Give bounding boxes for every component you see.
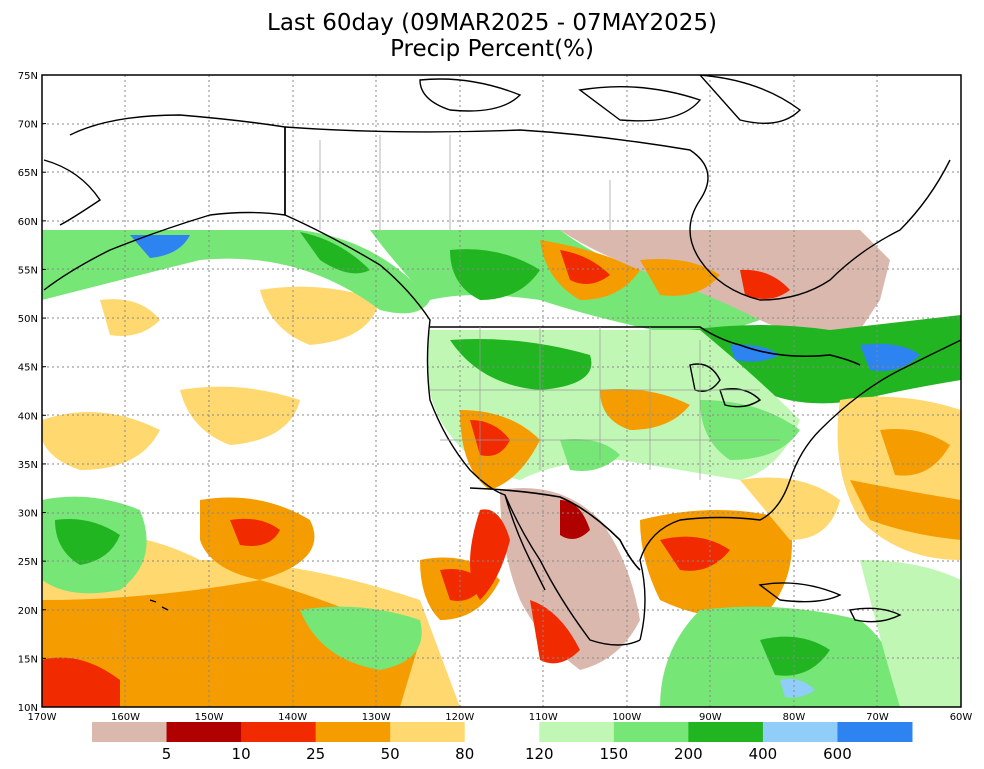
- country-borders: [284, 127, 861, 571]
- lon-label: 80W: [783, 712, 806, 723]
- colorbar-swatch: [762, 722, 838, 742]
- lat-label: 50N: [18, 314, 38, 325]
- lat-label: 30N: [18, 509, 38, 520]
- state-borders: [319, 135, 780, 480]
- colorbar-swatch: [539, 722, 615, 742]
- map-frame: [41, 74, 962, 708]
- lon-label: 160W: [111, 712, 140, 723]
- colorbar-swatch: [92, 722, 168, 742]
- lon-label: 90W: [699, 712, 722, 723]
- lon-label: 150W: [195, 712, 224, 723]
- colorbar-label: 600: [823, 745, 852, 763]
- colorbar-label: 80: [455, 745, 474, 763]
- lat-label: 55N: [18, 265, 38, 276]
- colorbar-swatch: [166, 722, 242, 742]
- lat-label: 20N: [18, 606, 38, 617]
- map-subtitle: Precip Percent(%): [390, 36, 594, 62]
- colorbar-label: 400: [749, 745, 778, 763]
- longitude-labels: 170W 160W 150W 140W 130W 120W 110W 100W 90W 80W 70…: [28, 712, 973, 723]
- lon-label: 140W: [278, 712, 307, 723]
- colorbar-swatch: [837, 722, 913, 742]
- lat-label: 35N: [18, 460, 38, 471]
- lat-label: 45N: [18, 363, 38, 374]
- lat-label: 75N: [18, 71, 38, 82]
- lon-label: 120W: [445, 712, 474, 723]
- colorbar-swatch: [613, 722, 689, 742]
- colorbar-swatch: [315, 722, 391, 742]
- lat-label: 60N: [18, 217, 38, 228]
- colorbar-labels: 5 10 25 50 80 120 150 200 400 600: [162, 745, 852, 763]
- lat-label: 40N: [18, 411, 38, 422]
- lon-label: 70W: [866, 712, 889, 723]
- coastlines: [43, 75, 961, 646]
- lon-label: 60W: [950, 712, 973, 723]
- colorbar-swatch: [688, 722, 764, 742]
- map-area: [42, 75, 961, 707]
- lat-label: 25N: [18, 557, 38, 568]
- lat-label: 70N: [18, 120, 38, 131]
- colorbar-label: 5: [162, 745, 172, 763]
- lat-label: 65N: [18, 168, 38, 179]
- lat-label: 15N: [18, 654, 38, 665]
- colorbar-label: 25: [306, 745, 325, 763]
- lon-label: 130W: [362, 712, 391, 723]
- colorbar-label: 200: [674, 745, 703, 763]
- colorbar: [92, 722, 913, 742]
- colorbar-label: 10: [232, 745, 251, 763]
- lon-label: 110W: [529, 712, 558, 723]
- lon-label: 100W: [612, 712, 641, 723]
- colorbar-label: 50: [381, 745, 400, 763]
- colorbar-swatch: [390, 722, 466, 742]
- colorbar-swatch: [241, 722, 317, 742]
- lat-label: 10N: [18, 703, 38, 714]
- lon-label: 170W: [28, 712, 57, 723]
- latitude-labels: 75N 70N 65N 60N 55N 50N 45N 40N 35N 30N 25N 20N 15N 1…: [18, 71, 46, 714]
- colorbar-swatch: [464, 722, 540, 742]
- colorbar-label: 120: [525, 745, 554, 763]
- colorbar-label: 150: [599, 745, 628, 763]
- map-title: Last 60day (09MAR2025 - 07MAY2025): [267, 10, 717, 36]
